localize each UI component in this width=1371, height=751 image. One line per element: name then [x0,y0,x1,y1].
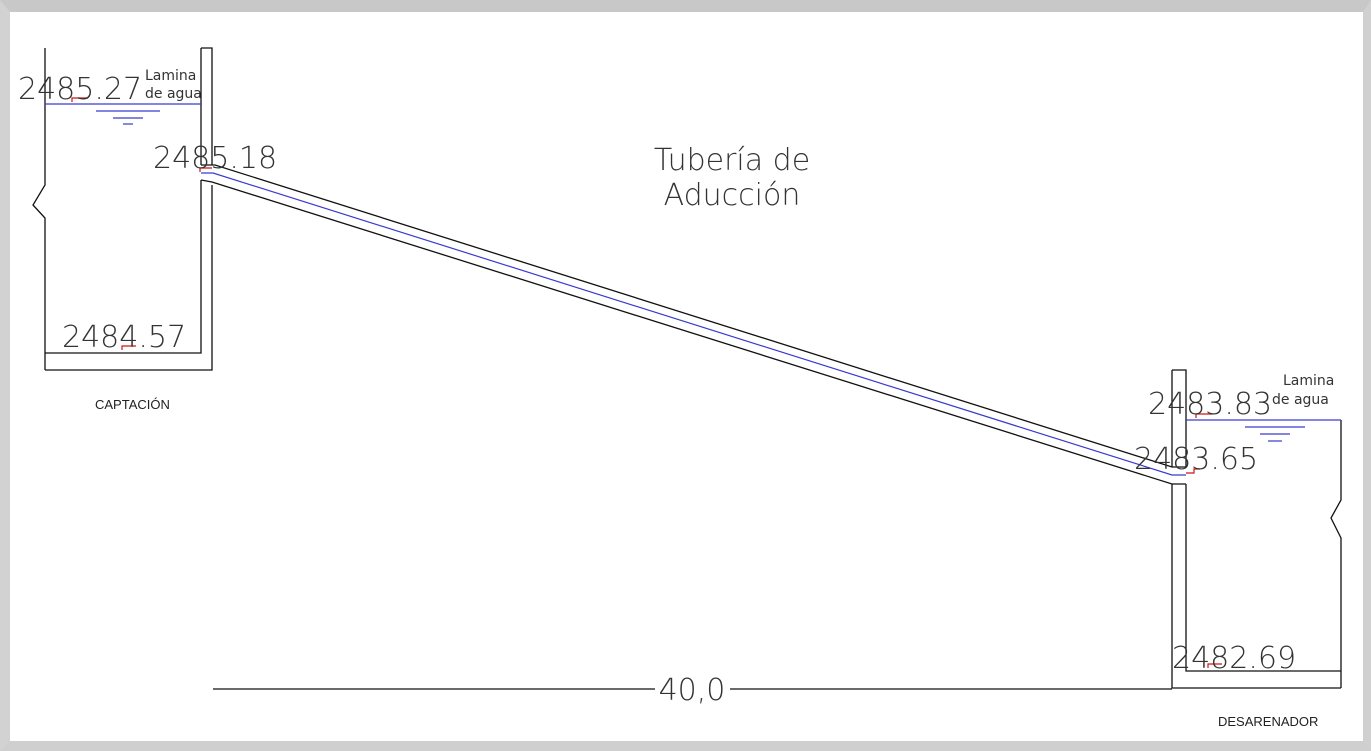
desarenador-floor-outer [1171,484,1341,689]
captacion-pipe-marker [199,167,212,172]
desarenador-label: DESARENADOR [1218,714,1318,729]
desarenador-structure [1171,369,1342,689]
captacion-floor-outer [45,185,213,371]
captacion-right-wall-upper [201,47,213,165]
captacion-water-marker [71,97,88,102]
captacion-floor-inner [45,180,202,354]
desarenador-bottom-elevation: 2482.69 [1172,641,1296,676]
pipe-center-line [201,172,1186,476]
captacion-bottom-marker [121,345,136,350]
desarenador-right-wall [1330,420,1342,688]
adduction-pipe [200,164,1186,485]
desarenador-left-wall-upper [1172,369,1187,467]
captacion-pipe-invert: 2485.18 [153,141,277,176]
desarenador-water-label-line2: de agua [1272,392,1329,408]
desarenador-pipe-marker [1186,468,1200,474]
captacion-water-level: 2485.27 [18,72,142,107]
captacion-left-wall [32,48,46,370]
captacion-bottom-elevation: 2484.57 [62,320,186,355]
desarenador-water-level: 2483.83 [1148,387,1272,422]
captacion-water-label-line1: Lamina [145,68,196,84]
desarenador-floor-inner [1185,484,1341,672]
desarenador-pipe-invert: 2483.65 [1134,442,1258,477]
captacion-structure [32,47,213,371]
desarenador-water-marker [1195,413,1212,418]
desarenador-bottom-marker [1207,663,1222,668]
pipe-title-line1: Tubería de [654,143,810,178]
pipe-top-line [201,164,1186,468]
captacion-label: CAPTACIÓN [95,397,170,412]
captacion-water-label-line2: de agua [145,86,202,102]
pipe-title-line2: Aducción [664,178,801,213]
desarenador-water-label-line1: Lamina [1283,373,1334,389]
length-dimension: 40,0 [213,673,1172,708]
pipe-bottom-line [200,179,1186,485]
dimension-value: 40,0 [659,673,726,708]
